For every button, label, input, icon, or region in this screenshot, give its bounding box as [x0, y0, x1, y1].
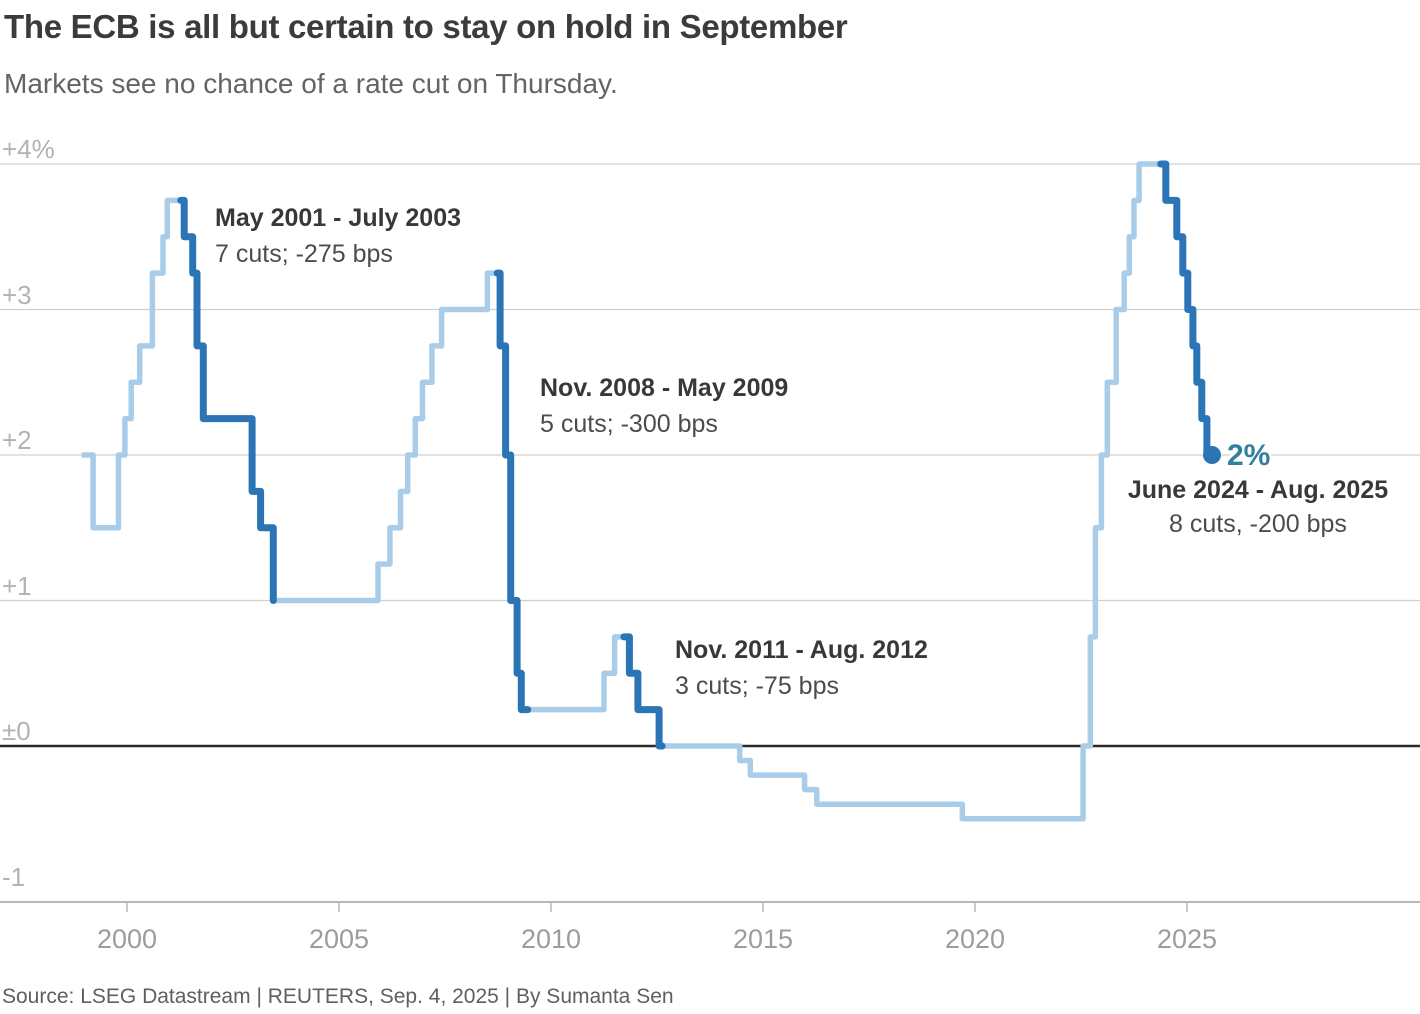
cut-segment-line	[493, 269, 532, 714]
annotation-2024-heading: June 2024 - Aug. 2025	[1127, 476, 1389, 504]
end-value-label: 2%	[1227, 439, 1271, 472]
annotation-2001-detail: 7 cuts; -275 bps	[215, 240, 393, 268]
source-attribution: Source: LSEG Datastream | REUTERS, Sep. …	[2, 985, 674, 1008]
y-axis-label: +2	[2, 425, 32, 455]
annotation-2008-detail: 5 cuts; -300 bps	[540, 410, 718, 438]
x-axis-label: 2015	[732, 924, 794, 954]
annotation-2011-heading: Nov. 2011 - Aug. 2012	[675, 636, 928, 664]
x-axis-label: 2005	[308, 924, 370, 954]
annotation-2011-detail: 3 cuts; -75 bps	[675, 672, 839, 700]
x-axis-label: 2000	[96, 924, 158, 954]
y-axis-label: +3	[2, 279, 32, 310]
cut-segment-line	[620, 633, 666, 750]
annotation-2008-heading: Nov. 2008 - May 2009	[540, 374, 789, 402]
y-axis-label: ±0	[2, 716, 31, 746]
cut-segment-line	[177, 196, 277, 604]
annotation-2024-detail: 8 cuts, -200 bps	[1169, 510, 1347, 538]
x-axis-label: 2010	[520, 924, 582, 954]
y-axis-label: -1	[2, 861, 26, 892]
annotation-2001-heading: May 2001 - July 2003	[215, 204, 461, 232]
x-axis-label: 2020	[944, 924, 1006, 954]
x-axis-label: 2025	[1156, 924, 1218, 954]
y-axis-label: +1	[2, 570, 32, 601]
end-dot	[1203, 446, 1221, 464]
page-subtitle: Markets see no chance of a rate cut on T…	[4, 68, 618, 99]
y-axis-label: +4%	[2, 134, 55, 164]
page-title: The ECB is all but certain to stay on ho…	[4, 8, 848, 45]
cut-segment-line	[1157, 160, 1216, 459]
